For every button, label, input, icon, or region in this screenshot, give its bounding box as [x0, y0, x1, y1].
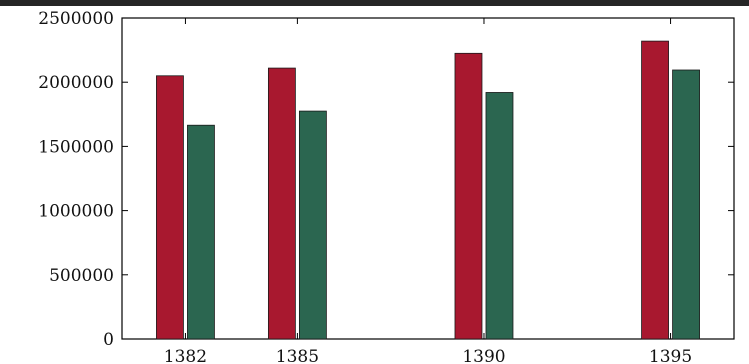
y-tick-label: 1000000: [38, 202, 114, 222]
x-tick-label: 1385: [276, 347, 319, 364]
y-tick-label: 500000: [49, 266, 114, 286]
x-tick-label: 1395: [649, 347, 692, 364]
bar-series-2-1390: [485, 92, 514, 340]
bars: [156, 40, 700, 340]
bar-series-1-1382: [156, 75, 184, 340]
bar-series-2-1385: [298, 110, 327, 340]
y-tick-label: 2000000: [38, 73, 114, 93]
x-axis: 1382 1385 1390 1395: [164, 18, 692, 364]
cropped-caption-strip: [0, 0, 749, 6]
bar-series-1-1385: [267, 67, 296, 340]
y-axis: 0 500000 1000000 1500000 2000000 2500000: [38, 9, 734, 350]
plot-frame: [121, 17, 735, 340]
bar-series-2-1395: [672, 69, 700, 340]
y-tick-label: 0: [103, 330, 114, 350]
y-tick-label: 2500000: [38, 9, 114, 29]
bar-series-2-1382: [187, 124, 215, 340]
bar-series-1-1390: [454, 52, 483, 340]
bar-series-1-1395: [641, 40, 669, 340]
x-tick-label: 1382: [164, 347, 207, 364]
y-tick-label: 1500000: [38, 137, 114, 157]
plot-border: [121, 17, 735, 340]
x-tick-label: 1390: [462, 347, 505, 364]
